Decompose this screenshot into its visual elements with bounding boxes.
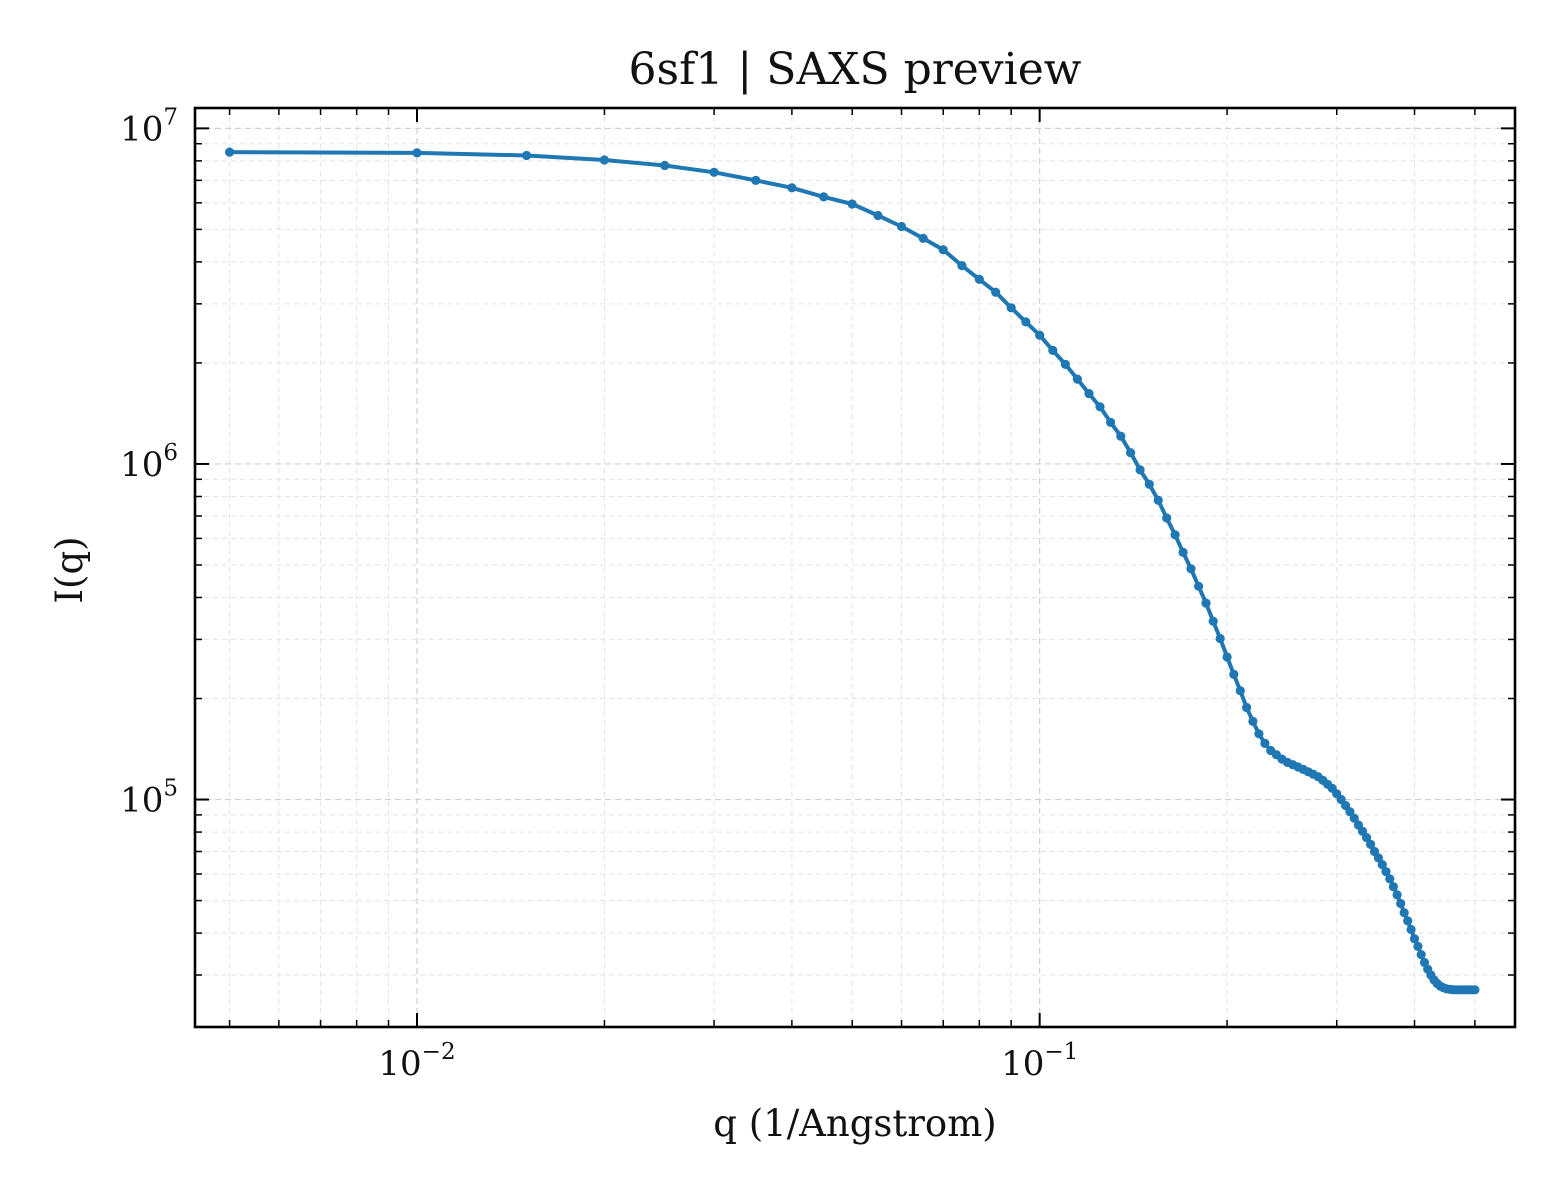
data-point [1373, 853, 1383, 863]
data-point [873, 210, 883, 221]
data-point [787, 183, 797, 193]
data-point [1396, 898, 1406, 909]
data-point [1377, 860, 1387, 870]
data-point [819, 192, 829, 202]
data-point [1116, 431, 1126, 441]
data-point [599, 155, 610, 165]
grid [195, 108, 1515, 1027]
data-point [1144, 479, 1154, 489]
data-point [1215, 633, 1225, 644]
data-point [1095, 402, 1105, 412]
data-point [1048, 345, 1058, 355]
data-point [938, 245, 948, 255]
data-point [1470, 985, 1480, 995]
data-point [896, 221, 907, 232]
data-point [1035, 330, 1045, 340]
data-point [1235, 686, 1245, 696]
data-point [974, 274, 984, 284]
data-point [991, 287, 1001, 297]
data-point [1126, 448, 1136, 458]
data-point [1194, 581, 1204, 591]
data-point [1153, 495, 1163, 505]
data-point [1106, 417, 1116, 427]
data-point [1242, 702, 1252, 713]
data-point [225, 147, 235, 157]
data-point [1403, 916, 1413, 926]
data-point [1170, 530, 1180, 540]
tick-labels: 10−2 10−1 105 106 107 [120, 104, 1078, 1084]
data-point [1349, 813, 1359, 823]
data-point [709, 167, 719, 177]
data-point [918, 233, 928, 243]
data-point [1072, 374, 1082, 384]
data-point [1254, 729, 1264, 739]
data-point [1229, 669, 1239, 680]
data-point [1392, 890, 1402, 900]
data-point [1362, 833, 1372, 843]
data-point [1381, 867, 1391, 877]
x-tick-label: 10−2 [378, 1039, 455, 1084]
data-point [1084, 389, 1094, 399]
series-layer [225, 147, 1480, 995]
data-point [1006, 303, 1016, 313]
data-point [1413, 941, 1423, 952]
x-tick-label: 10−1 [1001, 1039, 1078, 1084]
y-axis-label: I(q) [48, 536, 91, 603]
y-tick-label: 105 [120, 776, 178, 821]
data-point [1260, 738, 1270, 749]
data-point [1385, 874, 1395, 884]
data-point [1060, 359, 1070, 369]
chart-title: 6sf1 | SAXS preview [629, 44, 1082, 95]
data-point [1186, 564, 1196, 574]
y-tick-label: 106 [120, 440, 178, 485]
data-point [1222, 652, 1232, 662]
data-point [1178, 547, 1188, 558]
y-tick-label: 107 [120, 104, 178, 149]
data-point [412, 148, 422, 158]
data-point [1345, 807, 1355, 817]
data-point [660, 160, 670, 171]
data-point [522, 150, 532, 161]
data-point [1388, 882, 1398, 892]
data-point [1406, 924, 1416, 935]
data-point [751, 175, 761, 185]
data-point [1409, 934, 1420, 944]
data-point [1201, 598, 1211, 608]
data-point [1021, 317, 1031, 327]
data-point [1416, 950, 1426, 960]
data-point [1248, 716, 1258, 727]
data-point [1208, 616, 1218, 626]
data-point [1162, 513, 1172, 523]
data-point [847, 199, 857, 209]
data-point [957, 261, 967, 271]
data-point [1399, 908, 1409, 918]
x-axis-label: q (1/Angstrom) [713, 1102, 996, 1145]
data-point [1135, 465, 1145, 475]
plot-frame [193, 106, 1517, 1029]
data-point [1366, 839, 1376, 850]
